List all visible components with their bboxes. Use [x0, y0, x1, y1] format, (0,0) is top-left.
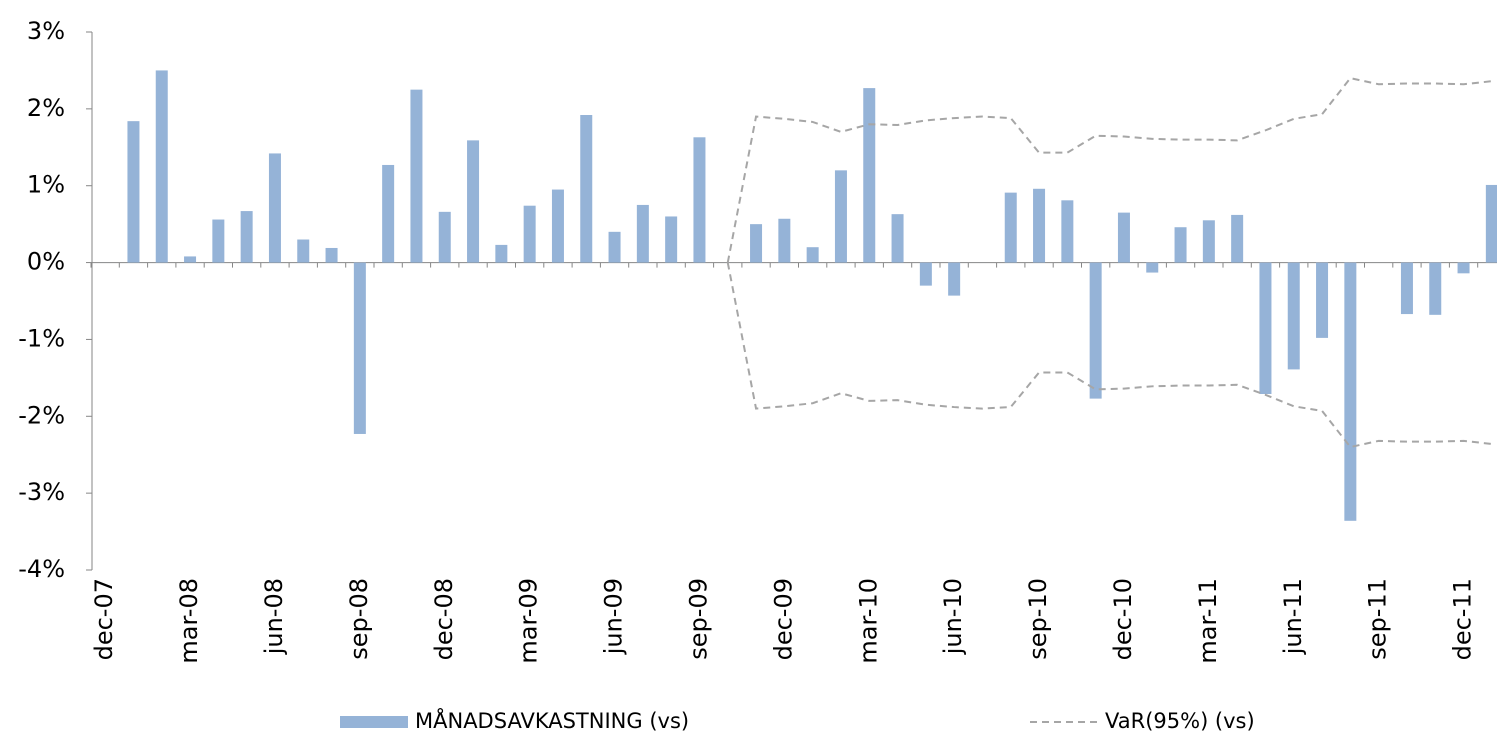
- y-tick-label: 0%: [27, 248, 65, 276]
- bar: [325, 247, 338, 263]
- bar: [863, 88, 876, 263]
- bar: [1061, 200, 1074, 263]
- x-tick-label: mar-09: [515, 578, 543, 664]
- bar: [1485, 184, 1497, 263]
- bar: [1316, 262, 1329, 338]
- x-tick-label: sep-08: [345, 578, 373, 660]
- bar: [919, 262, 932, 286]
- x-tick-label: jun-09: [600, 578, 628, 655]
- bar: [948, 262, 961, 296]
- x-tick-label: dec-11: [1449, 578, 1477, 660]
- x-tick-label: mar-08: [175, 578, 203, 664]
- bar: [1202, 220, 1215, 263]
- legend-swatch: [340, 716, 408, 728]
- bar: [636, 204, 649, 263]
- x-tick-label: sep-11: [1364, 578, 1392, 660]
- x-tick-label: jun-08: [260, 578, 288, 655]
- bar: [495, 244, 508, 263]
- bar: [1146, 262, 1159, 273]
- bar: [127, 121, 140, 263]
- bar: [1004, 192, 1017, 263]
- bar: [467, 140, 480, 263]
- bar: [1089, 262, 1102, 399]
- bar: [665, 216, 678, 263]
- y-tick-label: -4%: [18, 555, 65, 583]
- bar: [750, 224, 763, 263]
- bar: [155, 70, 168, 263]
- bar: [1287, 262, 1300, 370]
- bar: [1429, 262, 1442, 315]
- legend-label: VaR(95%) (vs): [1105, 709, 1255, 733]
- bar: [410, 89, 423, 263]
- bar: [693, 137, 706, 263]
- x-tick-label: mar-10: [854, 578, 882, 664]
- bar: [382, 164, 395, 263]
- bar: [806, 247, 819, 263]
- bar: [1259, 262, 1272, 394]
- var-line: [726, 262, 1492, 449]
- bar: [1174, 227, 1187, 263]
- bar: [608, 231, 621, 263]
- y-tick-label: -1%: [18, 324, 65, 352]
- bar: [891, 214, 904, 263]
- bar: [212, 219, 225, 263]
- bar: [580, 115, 593, 263]
- bar: [551, 189, 564, 263]
- y-tick-label: 3%: [27, 17, 65, 45]
- x-tick-label: dec-07: [90, 578, 118, 660]
- bar: [1033, 188, 1046, 263]
- x-tick-label: dec-09: [769, 578, 797, 660]
- bar: [353, 262, 366, 434]
- bar: [1231, 214, 1244, 263]
- x-tick-label: jun-11: [1279, 578, 1307, 655]
- var-line: [726, 77, 1492, 263]
- bar: [834, 170, 847, 263]
- x-tick-label: mar-11: [1194, 578, 1222, 664]
- x-tick-label: sep-09: [684, 578, 712, 660]
- x-tick-label: jun-10: [939, 578, 967, 655]
- bar: [184, 256, 197, 263]
- bar: [1457, 262, 1470, 274]
- y-tick-label: -2%: [18, 401, 65, 429]
- y-tick-label: 1%: [27, 171, 65, 199]
- y-tick-label: -3%: [18, 478, 65, 506]
- x-tick-label: dec-08: [430, 578, 458, 660]
- bar: [523, 205, 536, 263]
- bar: [1344, 262, 1357, 521]
- legend-label: MÅNADSAVKASTNING (vs): [415, 707, 689, 733]
- bar: [297, 239, 310, 263]
- bar: [268, 153, 281, 263]
- bar: [438, 211, 451, 263]
- y-tick-label: 2%: [27, 94, 65, 122]
- bar: [778, 218, 791, 263]
- bar: [240, 211, 253, 263]
- bar: [1400, 262, 1413, 315]
- x-tick-label: sep-10: [1024, 578, 1052, 660]
- x-tick-label: dec-10: [1109, 578, 1137, 660]
- bar: [1117, 212, 1130, 263]
